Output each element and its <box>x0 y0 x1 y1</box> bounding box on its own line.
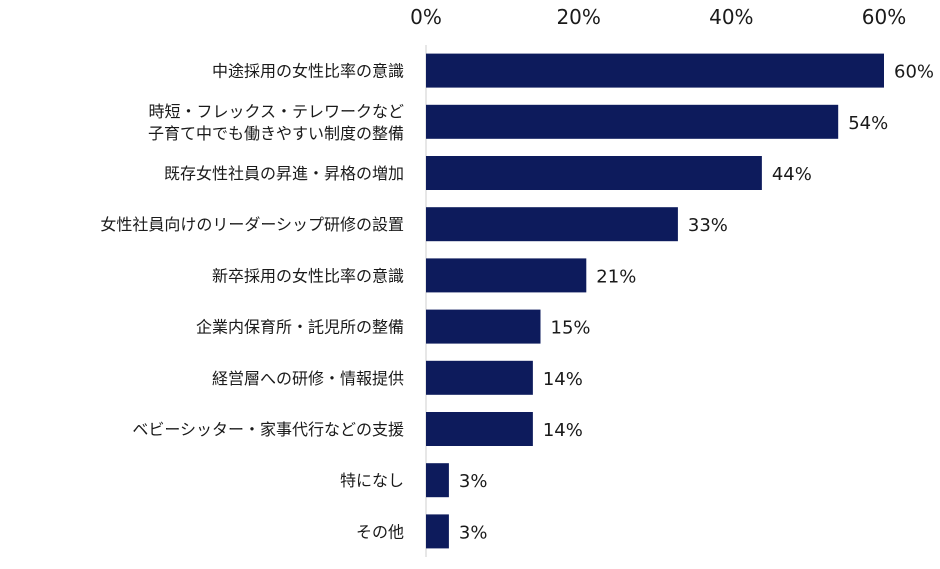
bar <box>426 360 533 395</box>
category-label: 企業内保育所・託児所の整備 <box>196 318 404 337</box>
data-label: 44% <box>772 164 812 185</box>
data-label: 3% <box>459 471 488 492</box>
bar <box>426 309 541 344</box>
bar <box>426 463 449 498</box>
x-tick-label: 60% <box>862 5 906 29</box>
bar <box>426 156 762 190</box>
x-tick-label: 20% <box>556 5 600 29</box>
x-tick-label: 40% <box>709 5 753 29</box>
bar <box>426 207 678 242</box>
data-label: 60% <box>894 62 934 83</box>
category-label: 時短・フレックス・テレワークなど子育て中でも働きやすい制度の整備 <box>148 102 404 143</box>
x-tick-label: 0% <box>410 5 442 29</box>
bar <box>426 53 884 88</box>
bar <box>426 412 533 446</box>
category-label: 新卒採用の女性比率の意識 <box>212 266 404 285</box>
data-label: 54% <box>848 113 888 134</box>
category-label: 中途採用の女性比率の意識 <box>212 62 404 81</box>
data-label: 33% <box>688 215 728 236</box>
data-label: 3% <box>459 522 488 543</box>
category-label: 特になし <box>340 471 404 490</box>
data-label: 14% <box>543 420 583 441</box>
x-axis-ticks: 0% 20% 40% 60% <box>410 5 906 29</box>
data-labels: 60% 54% 44% 33% 21% 15% 14% 14% 3% 3% <box>459 62 934 544</box>
category-label: ベビーシッター・家事代行などの支援 <box>132 420 404 439</box>
bar <box>426 104 839 139</box>
category-label: 既存女性社員の昇進・昇格の増加 <box>164 164 404 183</box>
category-label: 経営層への研修・情報提供 <box>212 369 404 388</box>
category-labels: 中途採用の女性比率の意識時短・フレックス・テレワークなど子育て中でも働きやすい制… <box>100 62 404 542</box>
data-label: 14% <box>543 369 583 390</box>
category-label: その他 <box>356 522 404 541</box>
bar <box>426 258 587 293</box>
category-label: 女性社員向けのリーダーシップ研修の設置 <box>100 215 404 234</box>
bars <box>426 53 884 549</box>
data-label: 15% <box>551 318 591 339</box>
bar <box>426 514 449 549</box>
data-label: 21% <box>596 266 636 287</box>
